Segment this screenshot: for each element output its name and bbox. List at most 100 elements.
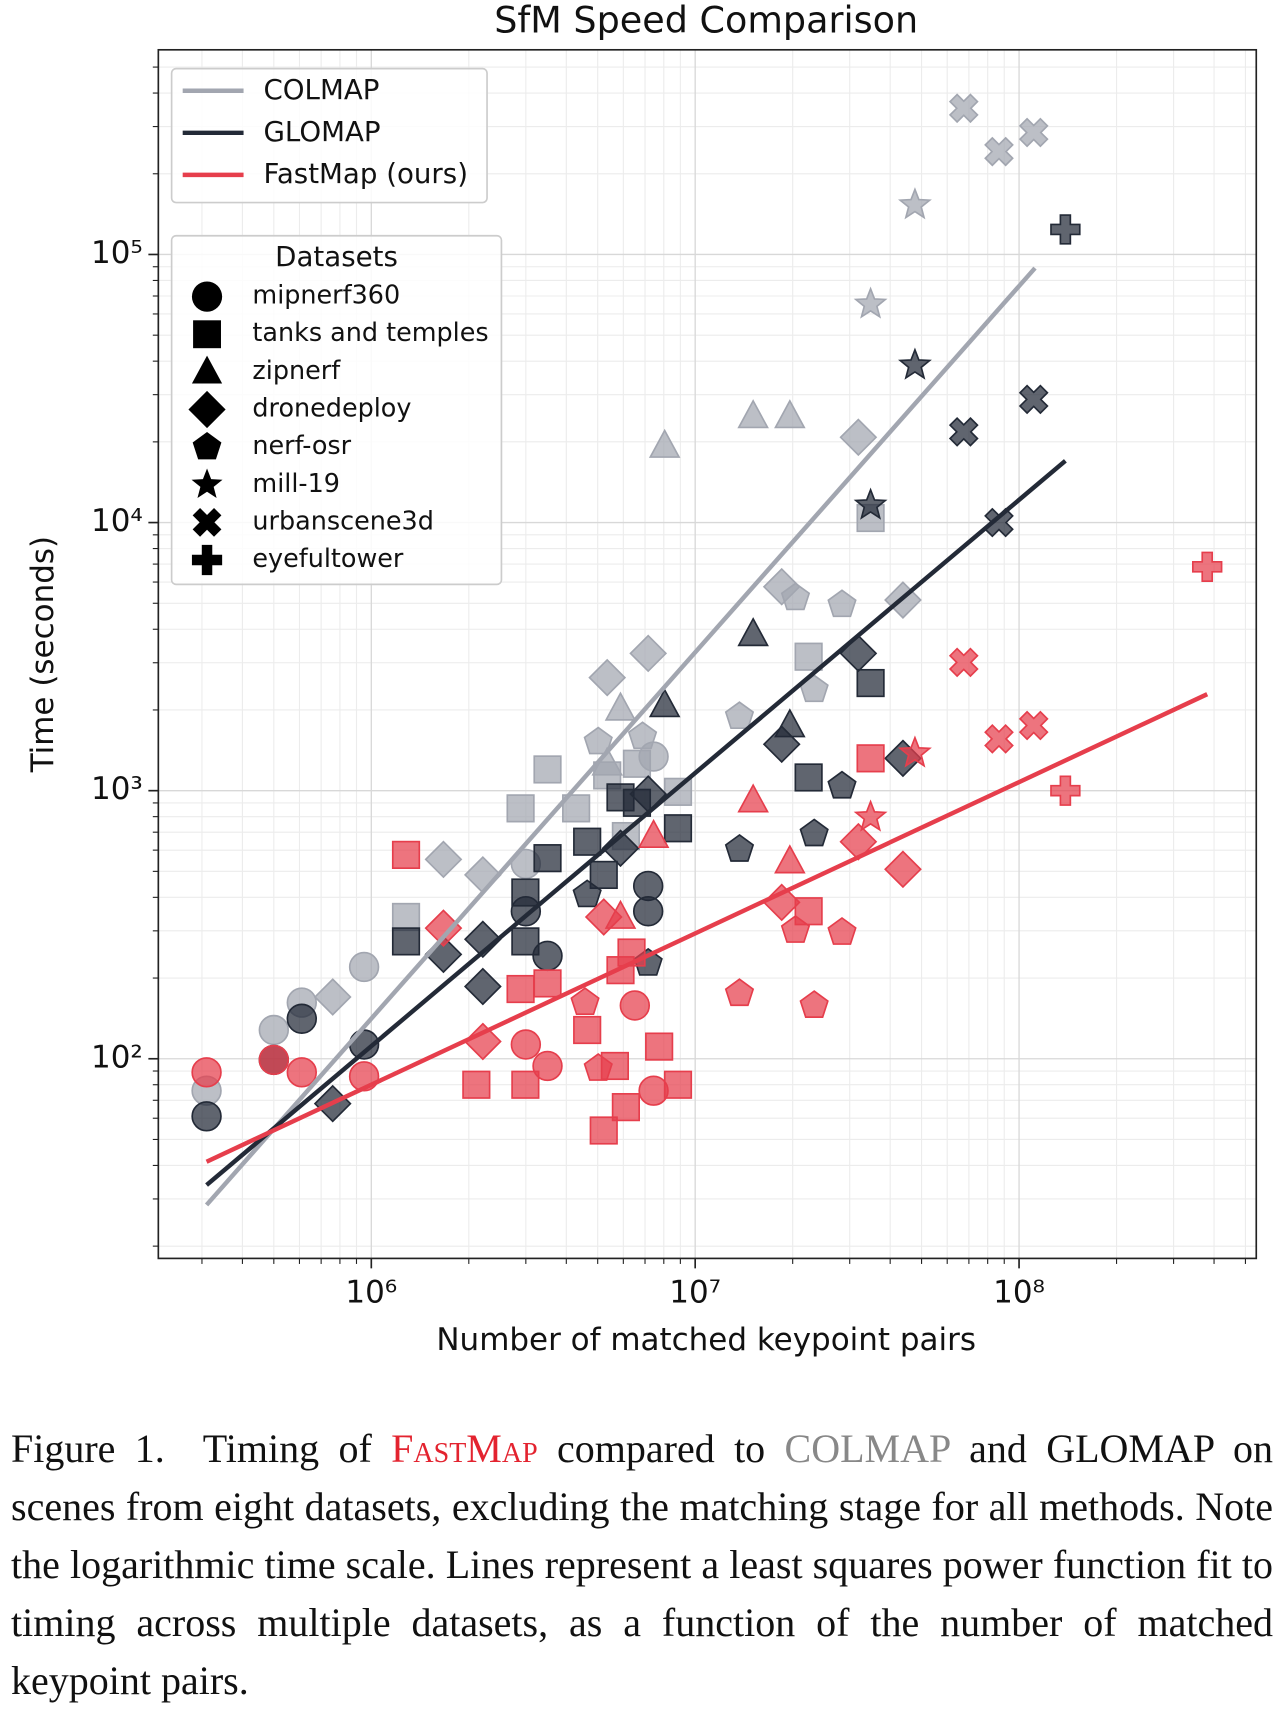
chart-title: SfM Speed Comparison xyxy=(494,0,918,42)
marker xyxy=(645,1032,674,1061)
marker xyxy=(511,878,540,907)
marker xyxy=(506,794,535,823)
marker xyxy=(1050,214,1081,245)
marker xyxy=(627,721,658,750)
marker xyxy=(984,136,1014,167)
marker xyxy=(839,634,878,673)
marker xyxy=(839,418,878,457)
marker xyxy=(827,770,857,799)
fit-line xyxy=(205,459,1067,1187)
marker xyxy=(856,668,885,698)
marker xyxy=(774,399,806,429)
marker xyxy=(611,1093,641,1122)
marker xyxy=(984,724,1014,754)
marker xyxy=(762,725,801,764)
plot-frame xyxy=(157,48,1258,1260)
marker xyxy=(533,844,562,873)
marker xyxy=(948,647,979,678)
legend-marker xyxy=(191,544,223,576)
marker xyxy=(898,187,932,220)
marker xyxy=(948,93,979,124)
marker xyxy=(424,909,463,948)
legend-title: Datasets xyxy=(275,240,398,273)
marker xyxy=(648,688,681,718)
marker xyxy=(853,799,888,832)
marker xyxy=(794,642,823,671)
marker xyxy=(637,818,670,848)
marker xyxy=(780,915,811,943)
marker xyxy=(391,840,421,870)
caption: Figure 1. Timing of FastMap compared to … xyxy=(11,1420,1273,1710)
legend-label: urbanscene3d xyxy=(252,506,433,536)
marker xyxy=(533,755,562,784)
marker xyxy=(827,589,857,618)
marker xyxy=(533,969,562,998)
marker xyxy=(898,735,932,768)
marker xyxy=(774,844,806,874)
marker xyxy=(632,896,664,927)
marker xyxy=(884,850,922,889)
legend-label: zipnerf xyxy=(252,356,341,386)
fit-line xyxy=(205,692,1209,1164)
marker xyxy=(1018,710,1049,741)
marker xyxy=(622,749,652,778)
marker xyxy=(391,927,421,956)
marker xyxy=(638,1075,669,1106)
marker xyxy=(799,818,829,847)
marker xyxy=(737,617,769,647)
marker xyxy=(794,897,823,926)
caption-fastmap: FastMap xyxy=(391,1426,538,1471)
y-tick-label: 10² xyxy=(91,1039,143,1075)
marker xyxy=(510,1029,542,1060)
chart: SfM Speed Comparison Number of matched k… xyxy=(25,0,1258,1358)
marker xyxy=(853,286,888,319)
legend-label: dronedeploy xyxy=(252,394,411,424)
marker xyxy=(663,814,693,843)
marker xyxy=(583,726,613,755)
marker xyxy=(1191,551,1223,583)
marker xyxy=(588,658,627,697)
marker xyxy=(313,978,352,1016)
x-tick-label: 10⁸ xyxy=(993,1274,1045,1310)
marker xyxy=(589,860,618,890)
marker xyxy=(258,1044,290,1076)
legend-label: nerf-osr xyxy=(252,431,351,461)
x-axis-label: Number of matched keypoint pairs xyxy=(436,1322,976,1358)
y-tick-label: 10⁴ xyxy=(91,503,143,539)
marker xyxy=(780,582,811,611)
marker xyxy=(762,883,801,922)
marker xyxy=(1018,117,1049,148)
marker xyxy=(604,691,637,721)
legend-marker xyxy=(192,508,222,537)
y-tick-label: 10⁵ xyxy=(91,235,143,271)
legend-marker xyxy=(191,468,223,498)
marker xyxy=(391,902,421,932)
marker xyxy=(511,927,540,956)
y-tick-label: 10³ xyxy=(91,771,143,807)
marker xyxy=(601,829,640,868)
legend-label: mipnerf360 xyxy=(252,281,400,311)
caption-text: Figure 1. Timing of xyxy=(11,1426,392,1471)
marker xyxy=(794,763,823,792)
y-axis-label: Time (seconds) xyxy=(25,536,61,773)
marker xyxy=(463,1022,502,1061)
marker xyxy=(462,1070,491,1099)
marker xyxy=(348,951,380,983)
marker xyxy=(737,783,769,813)
legend-marker xyxy=(191,281,223,312)
x-tick-label: 10⁷ xyxy=(669,1274,721,1310)
legend-box xyxy=(170,67,488,204)
marker xyxy=(629,634,668,673)
fit-line xyxy=(204,266,1037,1207)
marker xyxy=(853,487,888,520)
marker xyxy=(737,399,769,429)
marker xyxy=(948,416,979,447)
legend-label: eyefultower xyxy=(252,544,403,574)
marker xyxy=(799,990,829,1018)
marker xyxy=(573,1015,602,1045)
legend-label: FastMap (ours) xyxy=(263,157,468,190)
marker xyxy=(286,1057,318,1088)
marker xyxy=(463,967,502,1006)
marker xyxy=(619,990,651,1021)
